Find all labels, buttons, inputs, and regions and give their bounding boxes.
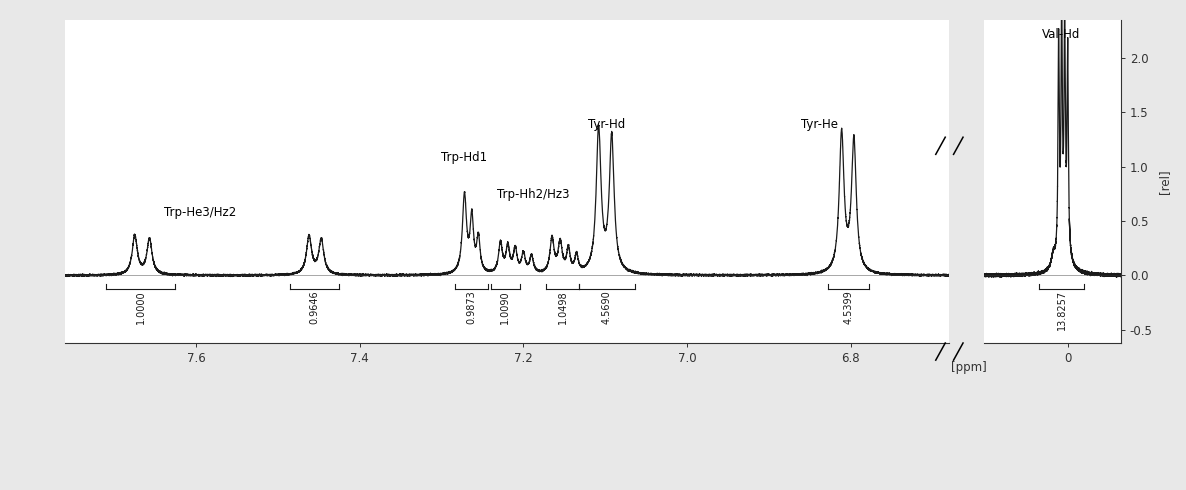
- Text: Trp-Hh2/Hz3: Trp-Hh2/Hz3: [497, 189, 569, 201]
- Text: Tyr-He: Tyr-He: [801, 118, 839, 131]
- Text: [ppm]: [ppm]: [950, 361, 987, 374]
- Text: 1.0000: 1.0000: [135, 290, 146, 324]
- Y-axis label: [rel]: [rel]: [1159, 169, 1172, 194]
- Text: 0.9646: 0.9646: [310, 290, 320, 324]
- Text: 1.0090: 1.0090: [500, 290, 510, 324]
- Text: Val-Hd: Val-Hd: [1041, 28, 1080, 41]
- Text: 13.8257: 13.8257: [1057, 290, 1066, 330]
- Text: 4.5690: 4.5690: [601, 290, 612, 324]
- Text: Trp-He3/Hz2: Trp-He3/Hz2: [164, 206, 236, 219]
- Text: 1.0498: 1.0498: [557, 290, 568, 324]
- Text: 4.5399: 4.5399: [843, 290, 853, 324]
- Text: Tyr-Hd: Tyr-Hd: [588, 118, 625, 131]
- Text: Trp-Hd1: Trp-Hd1: [441, 151, 487, 165]
- Text: 0.9873: 0.9873: [467, 290, 477, 324]
